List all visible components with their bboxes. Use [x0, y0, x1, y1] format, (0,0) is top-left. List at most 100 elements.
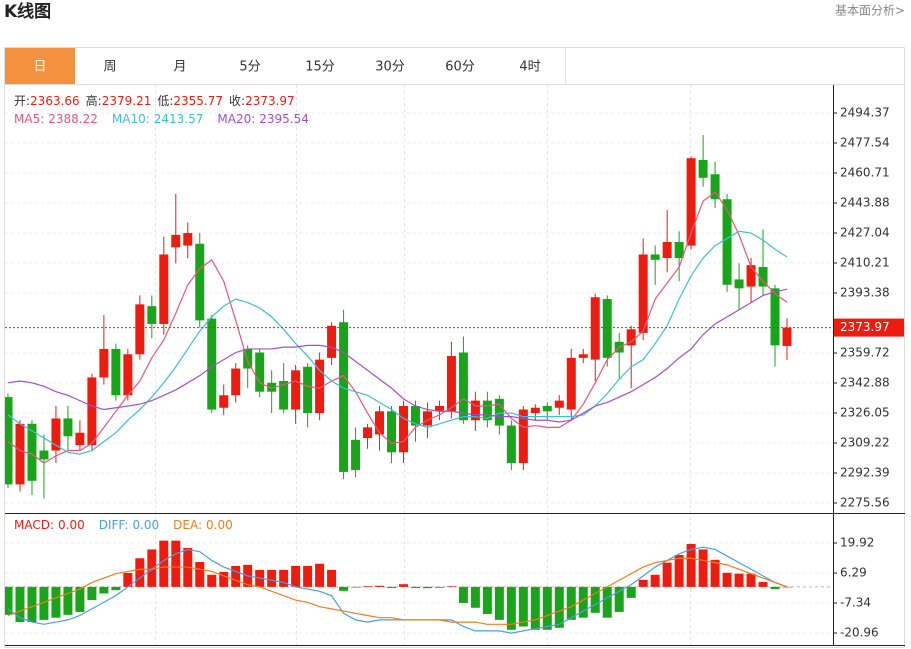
y-tick-label: 2275.56: [840, 496, 890, 510]
macd-bar: [99, 586, 109, 594]
analysis-link[interactable]: 基本面分析>: [835, 4, 905, 18]
candle-body: [734, 279, 744, 289]
macd-bar: [303, 565, 313, 587]
macd-bar: [722, 572, 732, 587]
macd-bar: [590, 586, 600, 613]
macd-bar: [674, 554, 684, 587]
tab-bg[interactable]: [75, 48, 145, 84]
candle-body: [159, 254, 169, 324]
legend-value: 2395.54: [259, 112, 309, 126]
candle-body: [123, 354, 133, 396]
macd-bar: [710, 559, 720, 587]
tab-bg[interactable]: [145, 48, 215, 84]
macd-bar: [698, 549, 708, 587]
candle-body: [231, 368, 241, 396]
tab-label[interactable]: 月: [173, 60, 186, 75]
candle-body: [255, 352, 265, 392]
macd-bar: [746, 573, 756, 587]
tab-label[interactable]: 4时: [519, 60, 540, 75]
legend-value: 0.00: [206, 518, 233, 532]
legend-label: 高:: [86, 93, 102, 108]
macd-bar: [75, 586, 85, 612]
candle-body: [51, 418, 61, 451]
macd-bar: [5, 586, 13, 615]
tab-bg[interactable]: [495, 48, 565, 84]
macd-bar: [363, 586, 373, 587]
tab[interactable]: 15分: [285, 48, 356, 84]
tab-label[interactable]: 15分: [305, 60, 335, 75]
candle-body: [578, 354, 588, 358]
chart-frame: [4, 47, 905, 648]
tab-label[interactable]: 60分: [445, 60, 475, 75]
candle-body: [722, 199, 732, 285]
ma-line: [7, 288, 788, 423]
candle-body: [458, 352, 468, 421]
y-tick-label: 2393.38: [840, 286, 890, 300]
macd-bar: [339, 586, 349, 591]
page-title: K线图: [4, 1, 51, 22]
tab-bg[interactable]: [355, 48, 425, 84]
candle-body: [482, 400, 492, 421]
macd-bar: [135, 558, 145, 587]
legend-value: 2379.21: [102, 94, 152, 108]
macd-line: [7, 546, 788, 634]
tab[interactable]: 4时: [495, 48, 566, 84]
candle-body: [219, 395, 229, 408]
ohlc-legend: 开:2363.66 高:2379.21 低:2355.77 收:2373.97: [14, 93, 295, 108]
candle-body: [602, 299, 612, 358]
macd-bar: [87, 586, 97, 601]
candle-body: [375, 411, 385, 435]
macd-bar: [566, 586, 576, 620]
macd-bar: [147, 549, 157, 587]
ma-line: [7, 230, 788, 455]
tab-label[interactable]: 30分: [375, 60, 405, 75]
macd-legend: MACD: 0.00 DIFF: 0.00 DEA: 0.00: [14, 518, 233, 532]
tab-bg[interactable]: [215, 48, 285, 84]
candle-body: [207, 318, 217, 410]
tab-label[interactable]: 日: [33, 60, 46, 75]
macd-bar: [518, 586, 528, 627]
y-tick-label: 19.92: [840, 536, 874, 550]
legend-label: DIFF:: [99, 518, 129, 532]
tab[interactable]: 60分: [425, 48, 496, 84]
tab-label[interactable]: 5分: [239, 60, 260, 75]
candle-body: [494, 398, 504, 426]
candle-body: [243, 348, 253, 369]
macd-bar: [27, 586, 37, 623]
macd-bar: [650, 574, 660, 587]
tab-bg[interactable]: [285, 48, 355, 84]
candles: [5, 135, 792, 499]
macd-bar: [398, 584, 408, 587]
macd-bar: [770, 586, 780, 590]
macd-bar: [626, 586, 636, 598]
legend-label: 开:: [14, 94, 30, 108]
candle-body: [63, 418, 73, 437]
tab[interactable]: 5分: [215, 48, 286, 84]
y-tick-label: 6.29: [840, 566, 867, 580]
tab[interactable]: 30分: [355, 48, 426, 84]
macd-bar: [207, 574, 217, 587]
macd-bar: [506, 586, 516, 630]
macd-bar: [51, 586, 61, 618]
tab[interactable]: 月: [145, 48, 216, 84]
y-tick-label: 2460.71: [840, 165, 890, 179]
tab-bg[interactable]: [5, 48, 75, 84]
tab[interactable]: 周: [75, 48, 146, 84]
candle-body: [410, 405, 420, 426]
tab[interactable]: 日: [5, 48, 76, 84]
y-tick-label: -20.96: [840, 626, 879, 640]
legend-label: MA5:: [14, 112, 44, 126]
candle-body: [686, 158, 696, 246]
tab-label[interactable]: 周: [103, 60, 116, 75]
candle-body: [650, 254, 660, 260]
tab-bg[interactable]: [425, 48, 495, 84]
candle-body: [590, 297, 600, 360]
legend-value: 2363.66: [30, 94, 80, 108]
candle-body: [554, 400, 564, 408]
candle-body: [758, 266, 768, 287]
y-tick-label: 2427.04: [840, 226, 890, 240]
macd-bar: [494, 586, 504, 620]
y-tick-label: 2359.72: [840, 345, 890, 359]
